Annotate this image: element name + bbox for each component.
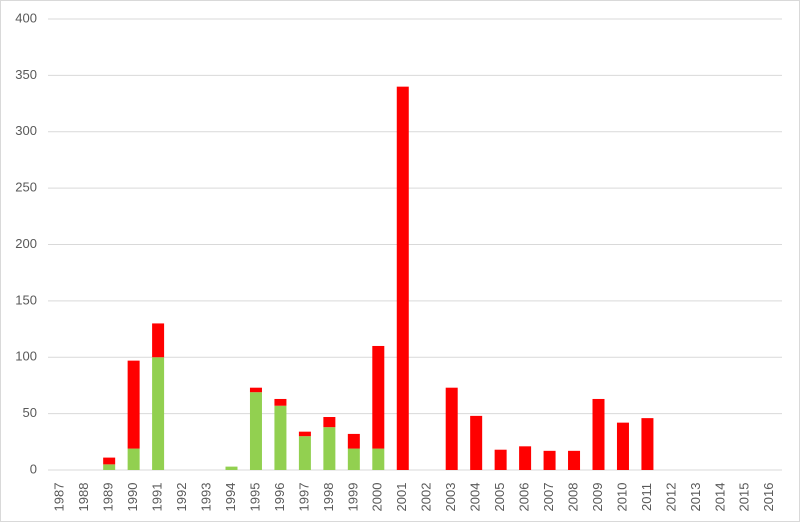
bar-segment <box>103 457 116 465</box>
x-tick-label: 1995 <box>247 483 262 512</box>
x-tick-label: 2002 <box>419 483 434 512</box>
x-tick-label: 1998 <box>321 483 336 512</box>
x-tick-label: 2004 <box>468 483 483 512</box>
x-tick-label: 2016 <box>761 483 776 512</box>
x-tick-label: 2015 <box>737 483 752 512</box>
x-tick-label: 1990 <box>125 483 140 512</box>
bar-segment <box>494 449 507 470</box>
y-tick-label: 50 <box>23 405 37 420</box>
x-tick-label: 2006 <box>517 483 532 512</box>
bar-segment <box>323 417 336 428</box>
bar-segment <box>372 448 385 470</box>
y-tick-label: 250 <box>15 180 37 195</box>
bar-segment <box>445 387 458 470</box>
x-tick-label: 2000 <box>370 483 385 512</box>
x-tick-label: 1992 <box>174 483 189 512</box>
x-tick-label: 1997 <box>296 483 311 512</box>
bar-segment <box>347 448 360 470</box>
bar-segment <box>347 433 360 449</box>
x-tick-label: 2007 <box>541 483 556 512</box>
x-tick-label: 2013 <box>688 483 703 512</box>
y-tick-label: 0 <box>30 461 37 476</box>
bar-segment <box>568 450 581 470</box>
x-tick-label: 2001 <box>394 483 409 512</box>
bar-segment <box>152 323 165 358</box>
bar-segment <box>103 464 116 470</box>
bar-segment <box>127 448 140 470</box>
x-tick-label: 2008 <box>565 483 580 512</box>
y-tick-label: 350 <box>15 67 37 82</box>
bar-segment <box>592 398 605 470</box>
bar-segment <box>519 446 532 470</box>
x-tick-label: 1996 <box>272 483 287 512</box>
x-tick-label: 1993 <box>198 483 213 512</box>
bar-segment <box>274 405 287 470</box>
x-tick-label: 2005 <box>492 483 507 512</box>
bar-segment <box>323 427 336 470</box>
bar-segment <box>152 357 165 470</box>
y-tick-label: 400 <box>15 10 37 25</box>
x-tick-label: 1988 <box>76 483 91 512</box>
x-tick-label: 1991 <box>150 483 165 512</box>
bar-segment <box>249 392 262 470</box>
bar-segment <box>616 422 629 470</box>
x-tick-label: 1999 <box>345 483 360 512</box>
bar-segment <box>470 415 483 470</box>
x-tick-label: 2012 <box>663 483 678 512</box>
x-tick-label: 1989 <box>101 483 116 512</box>
bar-segment <box>641 418 654 470</box>
x-tick-label: 1987 <box>52 483 67 512</box>
bar-segment <box>543 450 556 470</box>
bar-segment <box>127 360 140 449</box>
bar-segment <box>298 431 311 437</box>
bar-segment <box>225 466 238 470</box>
bar-segment <box>274 398 287 406</box>
y-tick-label: 150 <box>15 292 37 307</box>
y-tick-label: 300 <box>15 123 37 138</box>
x-tick-label: 2011 <box>639 483 654 511</box>
bar-segment <box>396 86 409 471</box>
x-tick-label: 2014 <box>712 483 727 512</box>
bar-segment <box>372 345 385 449</box>
x-tick-label: 2009 <box>590 483 605 512</box>
y-tick-label: 100 <box>15 349 37 364</box>
y-tick-label: 200 <box>15 236 37 251</box>
bar-segment <box>298 436 311 470</box>
x-tick-label: 2003 <box>443 483 458 512</box>
x-tick-label: 2010 <box>614 483 629 512</box>
bar-segment <box>249 387 262 393</box>
x-tick-label: 1994 <box>223 483 238 512</box>
